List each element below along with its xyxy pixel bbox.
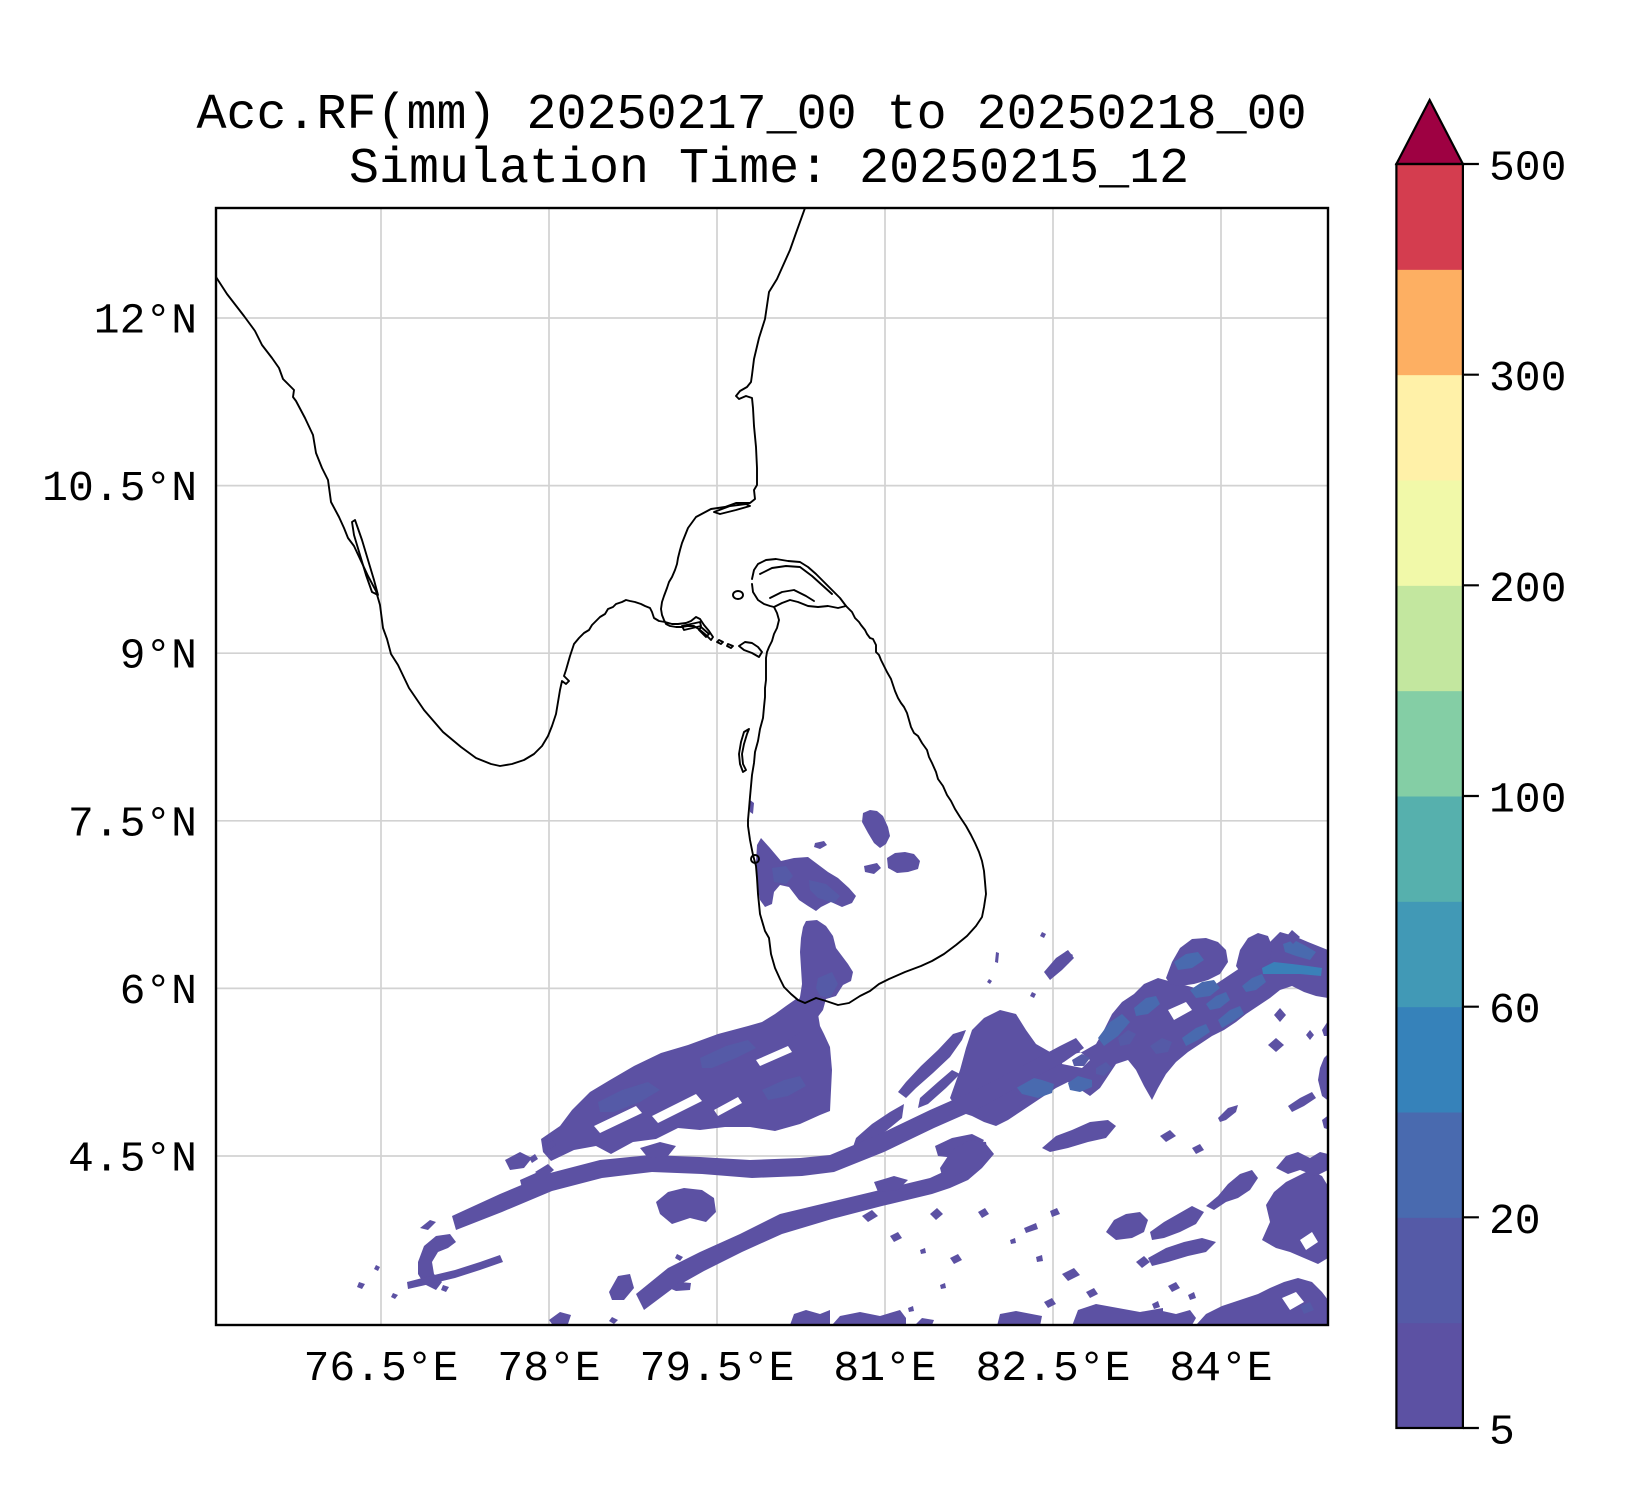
svg-text:20: 20: [1489, 1197, 1541, 1246]
svg-text:12°N: 12°N: [94, 297, 197, 346]
svg-text:500: 500: [1489, 144, 1566, 193]
svg-text:60: 60: [1489, 986, 1541, 1035]
svg-text:Simulation Time: 20250215_12: Simulation Time: 20250215_12: [349, 141, 1189, 198]
svg-text:82.5°E: 82.5°E: [976, 1344, 1131, 1393]
svg-text:84°E: 84°E: [1169, 1344, 1272, 1393]
svg-text:4.5°N: 4.5°N: [68, 1135, 197, 1184]
svg-text:79.5°E: 79.5°E: [640, 1344, 795, 1393]
svg-text:6°N: 6°N: [120, 967, 197, 1016]
svg-text:76.5°E: 76.5°E: [304, 1344, 459, 1393]
svg-text:10.5°N: 10.5°N: [42, 464, 197, 513]
svg-text:100: 100: [1489, 776, 1566, 825]
svg-text:78°E: 78°E: [497, 1344, 600, 1393]
svg-text:200: 200: [1489, 565, 1566, 614]
svg-text:300: 300: [1489, 354, 1566, 403]
svg-text:Acc.RF(mm) 20250217_00 to 2025: Acc.RF(mm) 20250217_00 to 20250218_00: [197, 87, 1307, 144]
svg-text:81°E: 81°E: [833, 1344, 936, 1393]
svg-text:7.5°N: 7.5°N: [68, 799, 197, 848]
svg-text:9°N: 9°N: [120, 632, 197, 681]
svg-text:5: 5: [1489, 1408, 1515, 1457]
